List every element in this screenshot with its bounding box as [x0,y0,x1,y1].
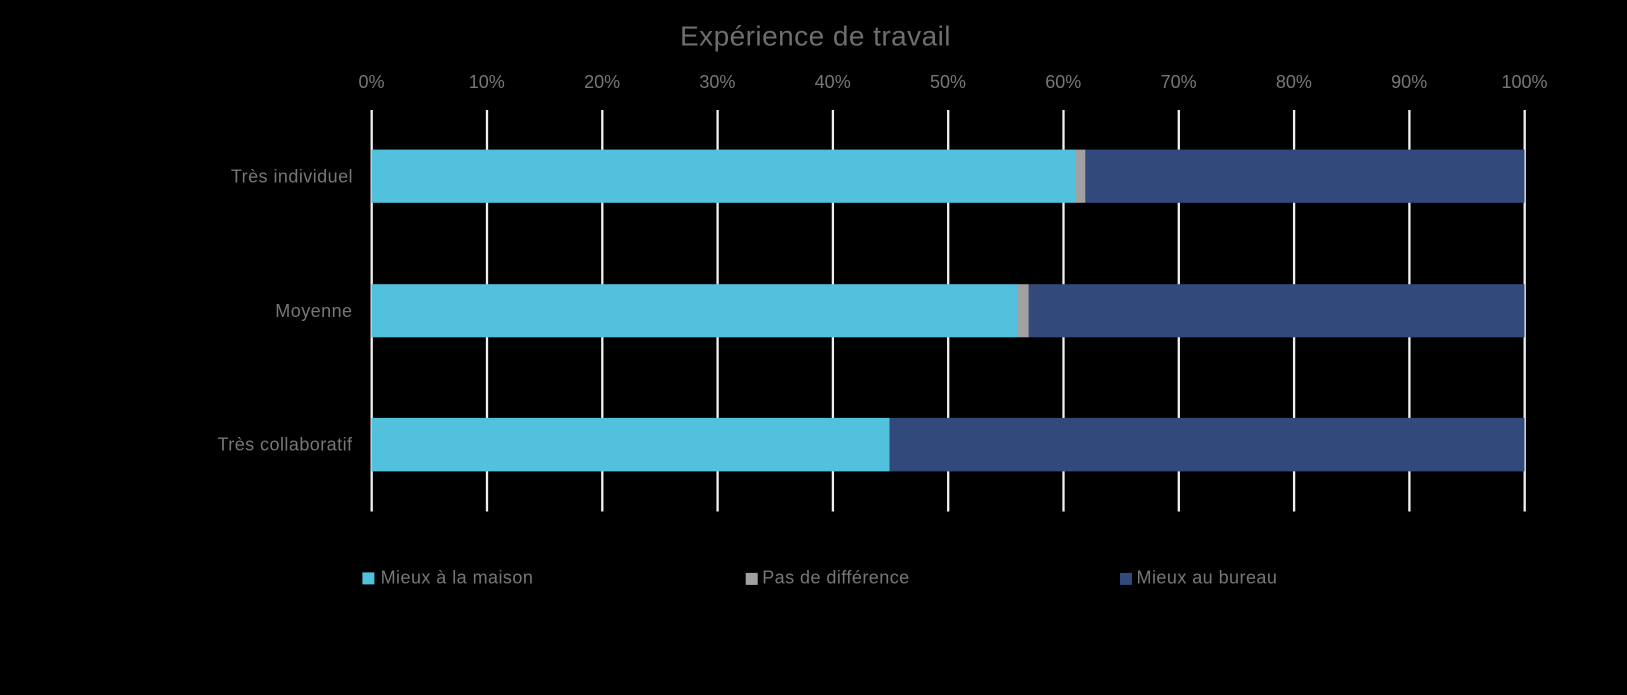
svg-text:50%: 50% [930,72,966,92]
svg-text:30%: 30% [699,72,735,92]
svg-text:70%: 70% [1161,72,1197,92]
svg-text:60%: 60% [1045,72,1081,92]
svg-text:Expérience de travail: Expérience de travail [680,21,951,52]
svg-text:0%: 0% [358,72,384,92]
svg-text:Pas de différence: Pas de différence [762,568,909,588]
svg-text:Moyenne: Moyenne [275,301,352,321]
svg-text:40%: 40% [815,72,851,92]
svg-text:80%: 80% [1276,72,1312,92]
svg-text:Mieux au bureau: Mieux au bureau [1137,568,1278,588]
svg-text:10%: 10% [469,72,505,92]
svg-text:Mieux à la maison: Mieux à la maison [381,568,534,588]
svg-text:90%: 90% [1391,72,1427,92]
svg-text:20%: 20% [584,72,620,92]
svg-text:100%: 100% [1501,72,1547,92]
svg-text:Très collaboratif: Très collaboratif [217,435,353,455]
svg-text:Très individuel: Très individuel [231,167,353,187]
